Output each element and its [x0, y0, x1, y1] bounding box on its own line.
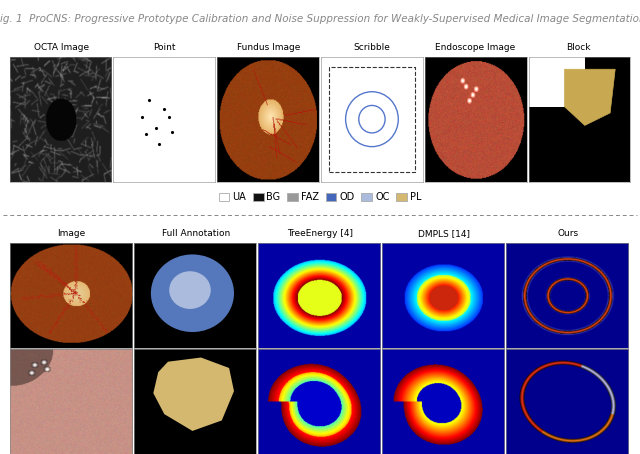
Text: Fundus Image: Fundus Image: [237, 43, 300, 52]
Text: Image: Image: [58, 229, 86, 238]
Polygon shape: [564, 69, 615, 125]
Legend: UA, BG, FAZ, OD, OC, PL: UA, BG, FAZ, OD, OC, PL: [215, 188, 425, 206]
Text: Endoscope Image: Endoscope Image: [435, 43, 515, 52]
Text: DMPLS [14]: DMPLS [14]: [418, 229, 470, 238]
Text: Full Annotation: Full Annotation: [162, 229, 230, 238]
Text: OCTA Image: OCTA Image: [34, 43, 89, 52]
Bar: [330, 67, 415, 172]
Ellipse shape: [151, 254, 234, 332]
Text: TreeEnergy [4]: TreeEnergy [4]: [287, 229, 353, 238]
Polygon shape: [529, 57, 585, 107]
Text: Point: Point: [154, 43, 176, 52]
Polygon shape: [154, 357, 234, 431]
Text: Block: Block: [566, 43, 591, 52]
Text: Ours: Ours: [557, 229, 579, 238]
Ellipse shape: [169, 271, 211, 309]
Text: Scribble: Scribble: [353, 43, 390, 52]
Text: Fig. 1  ProCNS: Progressive Prototype Calibration and Noise Suppression for Weak: Fig. 1 ProCNS: Progressive Prototype Cal…: [0, 14, 640, 24]
